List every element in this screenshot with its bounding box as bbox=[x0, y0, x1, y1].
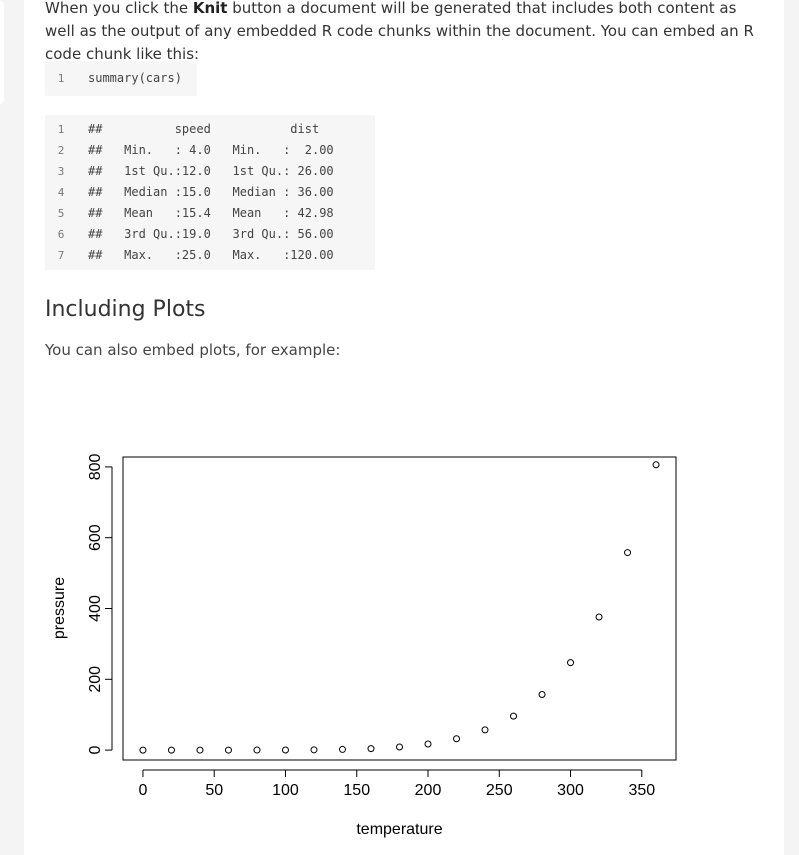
code-text: summary(cars) bbox=[88, 71, 182, 85]
r-code-chunk: 1 summary(cars) bbox=[45, 61, 197, 96]
data-point bbox=[139, 746, 147, 754]
code-text: ## speed dist bbox=[88, 122, 363, 136]
data-points bbox=[139, 461, 660, 754]
knit-keyword: Knit bbox=[192, 0, 228, 17]
code-line: 2 ## Min. : 4.0 Min. : 2.00 bbox=[45, 140, 375, 161]
x-axis: 0 50 100 150 200 250 300 350 bbox=[139, 769, 655, 799]
data-point bbox=[595, 613, 603, 621]
data-point bbox=[652, 461, 660, 469]
data-point bbox=[538, 691, 546, 699]
line-number: 6 bbox=[57, 228, 65, 241]
data-point bbox=[567, 659, 575, 667]
line-number: 1 bbox=[57, 72, 65, 85]
data-point bbox=[624, 549, 632, 557]
code-line: 4 ## Median :15.0 Median : 36.00 bbox=[45, 182, 375, 203]
intro-paragraph: When you click the Knit button a documen… bbox=[45, 0, 770, 66]
line-number: 7 bbox=[57, 249, 65, 262]
left-panel-edge bbox=[0, 0, 4, 105]
x-tick-label: 300 bbox=[557, 782, 584, 799]
code-text: ## Max. :25.0 Max. :120.00 bbox=[88, 248, 349, 262]
code-line: 6 ## 3rd Qu.:19.0 3rd Qu.: 56.00 bbox=[45, 224, 375, 245]
x-tick-label: 150 bbox=[343, 782, 370, 799]
data-point bbox=[510, 712, 518, 720]
y-tick-label: 600 bbox=[87, 524, 104, 551]
section-heading: Including Plots bbox=[45, 297, 206, 322]
document-page: When you click the Knit button a documen… bbox=[24, 0, 784, 855]
section-paragraph: You can also embed plots, for example: bbox=[45, 341, 341, 359]
x-tick-label: 250 bbox=[486, 782, 513, 799]
data-point bbox=[367, 745, 375, 753]
y-tick-label: 200 bbox=[87, 666, 104, 693]
intro-text-end: button a document will be generated that… bbox=[45, 0, 754, 63]
plot-box bbox=[122, 456, 677, 761]
pressure-temperature-plot: 0 50 100 150 200 250 300 350 0 200 400 600 800 temp… bbox=[51, 453, 677, 838]
x-tick-label: 200 bbox=[415, 782, 442, 799]
code-line: 1 summary(cars) bbox=[45, 68, 197, 89]
line-number: 3 bbox=[57, 165, 65, 178]
line-number: 4 bbox=[57, 186, 65, 199]
data-point bbox=[167, 746, 175, 754]
code-text: ## Median :15.0 Median : 36.00 bbox=[88, 185, 349, 199]
code-text: ## 1st Qu.:12.0 1st Qu.: 26.00 bbox=[88, 164, 349, 178]
line-number: 2 bbox=[57, 144, 65, 157]
code-line: 5 ## Mean :15.4 Mean : 42.98 bbox=[45, 203, 375, 224]
line-number: 1 bbox=[57, 123, 65, 136]
x-tick-label: 50 bbox=[205, 782, 223, 799]
code-line: 3 ## 1st Qu.:12.0 1st Qu.: 26.00 bbox=[45, 161, 375, 182]
data-point bbox=[338, 745, 346, 753]
line-number: 5 bbox=[57, 207, 65, 220]
code-text: ## Mean :15.4 Mean : 42.98 bbox=[88, 206, 349, 220]
code-line: 1 ## speed dist bbox=[45, 119, 375, 140]
data-point bbox=[196, 746, 204, 754]
data-point bbox=[396, 743, 403, 751]
data-point bbox=[453, 735, 461, 743]
y-tick-label: 0 bbox=[87, 746, 104, 755]
y-tick-label: 400 bbox=[87, 595, 104, 622]
data-point bbox=[253, 746, 261, 754]
r-output-chunk: 1 ## speed dist 2 ## Min. : 4.0 Min. : 2.0… bbox=[45, 115, 375, 270]
data-point bbox=[424, 740, 432, 748]
code-text: ## Min. : 4.0 Min. : 2.00 bbox=[88, 143, 349, 157]
data-point bbox=[281, 746, 289, 754]
x-tick-label: 0 bbox=[139, 782, 148, 799]
x-axis-label: temperature bbox=[356, 821, 442, 838]
data-point bbox=[481, 726, 489, 734]
x-tick-label: 100 bbox=[272, 782, 299, 799]
y-tick-label: 800 bbox=[87, 453, 104, 480]
intro-text-start: When you click the bbox=[45, 0, 193, 17]
y-axis: 0 200 400 600 800 bbox=[87, 453, 113, 755]
code-text: ## 3rd Qu.:19.0 3rd Qu.: 56.00 bbox=[88, 227, 349, 241]
data-point bbox=[224, 746, 232, 754]
y-axis-label: pressure bbox=[51, 577, 68, 639]
data-point bbox=[310, 746, 318, 754]
code-line: 7 ## Max. :25.0 Max. :120.00 bbox=[45, 245, 375, 266]
x-tick-label: 350 bbox=[628, 782, 655, 799]
